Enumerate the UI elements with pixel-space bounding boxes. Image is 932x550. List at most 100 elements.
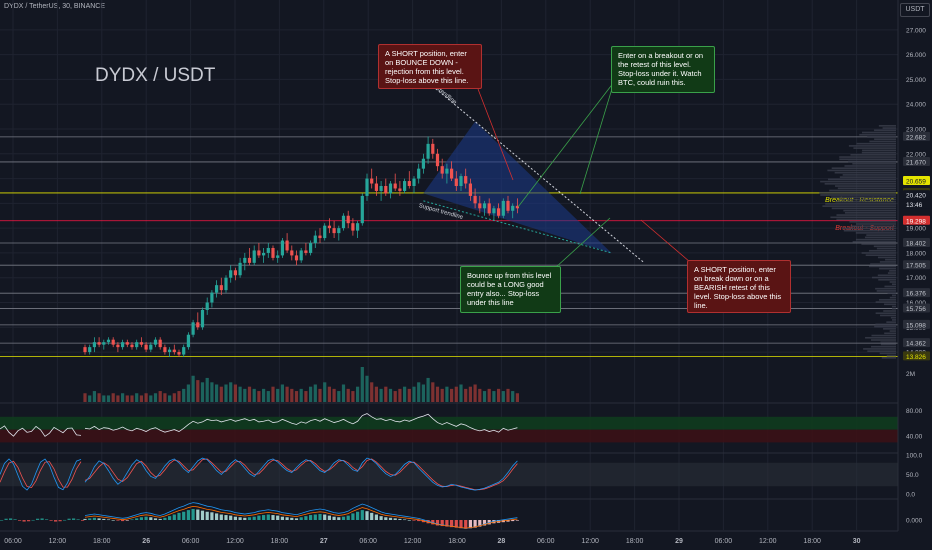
volume-profile-bar bbox=[870, 263, 896, 265]
macd-histogram-bar bbox=[450, 520, 454, 528]
price-tag-badge bbox=[903, 190, 930, 200]
y-tick-label: 27.000 bbox=[906, 27, 926, 34]
macd-histogram-bar bbox=[403, 519, 407, 521]
volume-bar bbox=[464, 388, 468, 402]
macd-histogram-bar bbox=[205, 511, 209, 520]
macd-histogram-bar bbox=[379, 516, 383, 520]
macd-histogram-bar bbox=[468, 520, 472, 529]
volume-profile-bar bbox=[861, 131, 896, 134]
macd-histogram-bar bbox=[243, 517, 247, 520]
candle-body bbox=[304, 250, 308, 253]
volume-bar bbox=[341, 384, 346, 402]
macd-histogram-bar bbox=[309, 515, 313, 520]
volume-bar bbox=[370, 382, 374, 402]
volume-profile-bar bbox=[831, 167, 896, 170]
candle-body bbox=[464, 176, 468, 184]
x-tick-label: 12:00 bbox=[759, 538, 777, 545]
macd-histogram-bar bbox=[511, 520, 515, 522]
annotation-short-breakdown[interactable]: A SHORT position, enter on break down or… bbox=[687, 260, 791, 313]
candle-body bbox=[153, 339, 158, 345]
macd-histogram-bar bbox=[417, 520, 421, 522]
candle-body bbox=[421, 158, 425, 169]
candle-body bbox=[478, 203, 482, 209]
volume-profile-bar bbox=[871, 276, 896, 279]
volume-bar bbox=[247, 386, 252, 402]
volume-profile-bar bbox=[880, 341, 896, 344]
macd-histogram-bar bbox=[116, 520, 120, 521]
volume-bar bbox=[196, 380, 200, 402]
volume-bar bbox=[337, 391, 341, 402]
volume-bar bbox=[200, 382, 205, 402]
price-tag-badge bbox=[903, 199, 930, 209]
macd-histogram-bar bbox=[106, 519, 111, 521]
volume-profile-bar bbox=[889, 330, 896, 332]
macd-histogram-bar-left bbox=[40, 518, 44, 520]
candle-body bbox=[224, 277, 228, 291]
candle-body bbox=[149, 344, 153, 350]
annotation-short-resistance[interactable]: A SHORT position, enter on BOUNCE DOWN -… bbox=[378, 44, 482, 89]
volume-bar bbox=[346, 388, 350, 402]
macd-histogram-bar bbox=[318, 513, 322, 520]
y-tick-label: 23.000 bbox=[906, 126, 926, 133]
price-tag-label: 13:46 bbox=[906, 202, 923, 209]
macd-histogram-bar-left bbox=[22, 520, 26, 522]
volume-profile-bar bbox=[883, 310, 896, 312]
currency-button[interactable]: USDT bbox=[900, 3, 930, 17]
volume-profile-bar bbox=[889, 296, 896, 299]
volume-profile-bar bbox=[874, 325, 896, 328]
candle-body bbox=[360, 195, 364, 224]
x-tick-label: 06:00 bbox=[537, 538, 555, 545]
volume-bar bbox=[271, 386, 275, 402]
macd-histogram-bar bbox=[304, 516, 308, 520]
price-level-label: 21.670 bbox=[906, 159, 926, 166]
volume-profile-bar bbox=[836, 218, 896, 221]
annotation-connectors bbox=[477, 81, 691, 269]
annotation-long-bounce[interactable]: Bounce up from this level could be a LON… bbox=[460, 266, 561, 313]
volume-profile-bar bbox=[861, 252, 896, 254]
volume-bar bbox=[473, 384, 477, 402]
macd-histogram-bar bbox=[224, 515, 228, 520]
volume-bar bbox=[233, 384, 237, 402]
symbol-header: DYDX / TetherUS, 30, BINANCE bbox=[4, 3, 106, 10]
candle-body bbox=[252, 250, 256, 263]
macd-histogram-bar bbox=[478, 520, 482, 527]
macd-histogram-bar bbox=[168, 516, 172, 520]
macd-histogram-bar bbox=[337, 517, 341, 520]
y-tick-label: 19.000 bbox=[906, 226, 926, 233]
volume-bar bbox=[384, 386, 388, 402]
volume-profile-bar bbox=[835, 185, 896, 187]
volume-bar bbox=[511, 391, 515, 402]
macd-histogram-bar bbox=[144, 516, 148, 520]
stoch-tick-label: 0.0 bbox=[906, 492, 915, 499]
volume-bar bbox=[210, 382, 214, 402]
volume-axis-label: 2M bbox=[906, 371, 915, 378]
macd-histogram-bar bbox=[257, 515, 261, 520]
volume-bar bbox=[88, 395, 92, 402]
volume-bar bbox=[478, 388, 482, 402]
volume-profile-bar bbox=[877, 256, 896, 259]
volume-bar bbox=[356, 386, 360, 402]
volume-profile-bar bbox=[886, 354, 896, 357]
macd-histogram-bar bbox=[271, 515, 275, 520]
volume-bar bbox=[224, 384, 228, 402]
candle-body bbox=[210, 292, 214, 303]
volume-profile-bar bbox=[850, 154, 896, 156]
volume-profile-bar bbox=[884, 285, 896, 288]
macd-histogram-bar-left bbox=[13, 519, 17, 520]
macd-histogram-bar bbox=[182, 511, 186, 520]
candle-body bbox=[374, 183, 378, 191]
candle-body bbox=[83, 347, 87, 353]
macd-histogram-bar bbox=[323, 514, 327, 520]
macd-histogram-bar bbox=[440, 520, 444, 527]
volume-profile bbox=[819, 125, 896, 359]
candle-body bbox=[247, 257, 252, 263]
annotation-long-breakout[interactable]: Enter on a breakout or on the retest of … bbox=[611, 46, 715, 93]
x-tick-label: 18:00 bbox=[448, 538, 466, 545]
volume-bar bbox=[158, 391, 162, 402]
volume-profile-bar bbox=[863, 348, 896, 350]
macd-histogram-bar-left bbox=[18, 520, 22, 521]
volume-profile-bar bbox=[856, 223, 896, 225]
volume-profile-bar bbox=[842, 174, 896, 176]
x-tick-label: 27 bbox=[320, 538, 328, 545]
